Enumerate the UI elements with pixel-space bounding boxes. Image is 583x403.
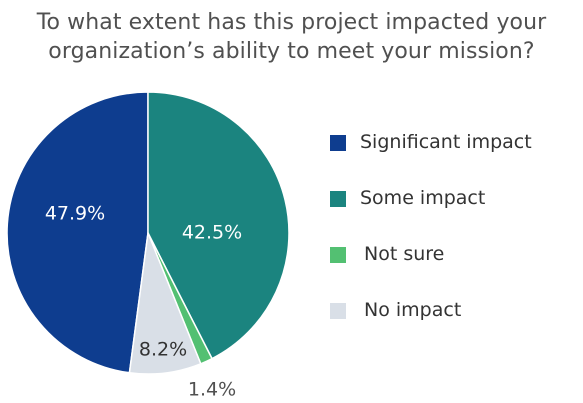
legend-label-significant-impact: Significant impact	[360, 131, 532, 153]
pie-slice-significant-impact[interactable]	[6, 91, 149, 374]
data-label-significant-impact: 47.9%	[45, 203, 105, 225]
legend-swatch-no-impact	[330, 303, 346, 319]
legend-item-not-sure[interactable]: Not sure	[330, 240, 575, 296]
data-label-some-impact: 42.5%	[182, 222, 242, 244]
chart-title-line-2: organization’s ability to meet your miss…	[48, 39, 535, 64]
chart-title-line-1: To what extent has this project impacted…	[36, 10, 547, 35]
data-label-no-impact: 8.2%	[139, 339, 187, 361]
legend-swatch-significant-impact	[330, 135, 346, 151]
data-label-not-sure: 1.4%	[188, 379, 236, 401]
pie-slice-no-impact[interactable]	[128, 232, 202, 375]
legend-label-no-impact: No impact	[364, 299, 462, 321]
pie-slice-some-impact[interactable]	[147, 91, 290, 360]
pie-labels: 47.9% 42.5% 1.4%8.2%	[45, 203, 242, 401]
legend-swatch-some-impact	[330, 191, 346, 207]
chart-legend: Significant impact Some impact Not sure …	[330, 128, 575, 352]
chart-title: To what extent has this project impacted…	[0, 8, 583, 66]
pie-slices	[6, 91, 290, 375]
legend-swatch-not-sure	[330, 247, 346, 263]
legend-item-no-impact[interactable]: No impact	[330, 296, 575, 352]
legend-item-significant-impact[interactable]: Significant impact	[330, 128, 575, 184]
legend-label-some-impact: Some impact	[360, 187, 486, 209]
legend-item-some-impact[interactable]: Some impact	[330, 184, 575, 240]
legend-label-not-sure: Not sure	[364, 243, 445, 265]
